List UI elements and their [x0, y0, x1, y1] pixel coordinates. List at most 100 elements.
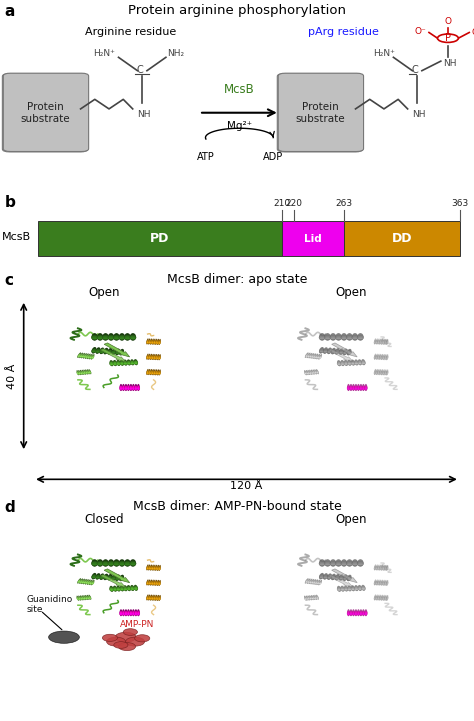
Ellipse shape [92, 563, 97, 565]
Ellipse shape [129, 611, 132, 616]
Ellipse shape [339, 350, 344, 354]
Ellipse shape [335, 348, 340, 355]
Ellipse shape [122, 388, 125, 389]
Ellipse shape [97, 335, 103, 340]
Ellipse shape [336, 337, 341, 340]
Ellipse shape [314, 595, 317, 600]
Ellipse shape [381, 342, 383, 344]
Ellipse shape [155, 342, 157, 344]
Ellipse shape [311, 598, 313, 599]
Ellipse shape [346, 559, 353, 567]
Ellipse shape [134, 359, 138, 366]
Ellipse shape [155, 565, 157, 571]
Ellipse shape [119, 611, 122, 616]
Text: a: a [5, 4, 15, 19]
Ellipse shape [153, 369, 155, 376]
Ellipse shape [305, 598, 306, 600]
Ellipse shape [159, 568, 160, 570]
Ellipse shape [150, 583, 152, 585]
Ellipse shape [362, 609, 365, 616]
Ellipse shape [347, 587, 352, 590]
Ellipse shape [155, 339, 157, 345]
Text: Mg²⁺: Mg²⁺ [227, 121, 252, 131]
Ellipse shape [379, 373, 381, 374]
Ellipse shape [150, 354, 152, 360]
Ellipse shape [374, 353, 376, 360]
Ellipse shape [157, 340, 159, 344]
Ellipse shape [374, 596, 376, 600]
Ellipse shape [91, 335, 98, 340]
Ellipse shape [89, 580, 92, 585]
Ellipse shape [337, 585, 341, 592]
Ellipse shape [82, 596, 84, 601]
Ellipse shape [82, 356, 84, 358]
Ellipse shape [125, 388, 127, 389]
Ellipse shape [365, 613, 367, 615]
Ellipse shape [374, 594, 376, 601]
FancyBboxPatch shape [278, 73, 364, 151]
Ellipse shape [383, 340, 385, 344]
Text: Protein
substrate: Protein substrate [20, 102, 70, 123]
Ellipse shape [158, 595, 161, 601]
Bar [344, 221, 460, 256]
Text: Arginine residue: Arginine residue [85, 27, 177, 37]
Ellipse shape [347, 353, 351, 354]
Ellipse shape [309, 580, 312, 583]
Ellipse shape [117, 585, 120, 591]
Ellipse shape [137, 388, 139, 389]
Ellipse shape [383, 373, 384, 374]
Ellipse shape [379, 354, 382, 360]
Ellipse shape [306, 597, 308, 600]
Ellipse shape [350, 388, 352, 389]
Ellipse shape [91, 347, 96, 353]
Ellipse shape [91, 573, 96, 580]
Ellipse shape [129, 386, 132, 390]
Ellipse shape [78, 370, 81, 375]
Ellipse shape [127, 361, 131, 365]
Ellipse shape [330, 337, 336, 340]
Ellipse shape [154, 598, 155, 600]
Ellipse shape [377, 371, 380, 374]
Ellipse shape [157, 565, 159, 571]
Ellipse shape [113, 589, 117, 590]
Ellipse shape [125, 337, 130, 340]
Ellipse shape [92, 337, 97, 340]
Circle shape [114, 642, 128, 648]
Ellipse shape [91, 355, 94, 359]
Ellipse shape [150, 580, 152, 585]
Ellipse shape [347, 384, 350, 391]
Ellipse shape [147, 598, 148, 599]
Ellipse shape [386, 373, 388, 374]
Ellipse shape [345, 589, 347, 590]
Ellipse shape [361, 360, 365, 365]
Ellipse shape [157, 339, 159, 345]
Ellipse shape [115, 576, 120, 580]
Ellipse shape [108, 576, 112, 580]
Ellipse shape [341, 333, 347, 341]
Ellipse shape [120, 361, 124, 365]
Ellipse shape [125, 611, 128, 616]
Ellipse shape [318, 354, 322, 360]
Ellipse shape [82, 371, 84, 374]
Ellipse shape [358, 363, 362, 364]
Ellipse shape [376, 355, 378, 359]
Ellipse shape [304, 371, 307, 375]
Ellipse shape [323, 575, 328, 579]
Ellipse shape [362, 386, 365, 390]
Ellipse shape [119, 386, 122, 390]
Ellipse shape [113, 360, 117, 366]
Ellipse shape [376, 596, 378, 600]
Ellipse shape [81, 598, 82, 599]
Ellipse shape [358, 337, 363, 340]
Ellipse shape [78, 354, 81, 358]
Ellipse shape [311, 582, 313, 583]
Ellipse shape [127, 611, 130, 616]
Ellipse shape [351, 361, 355, 365]
Text: b: b [5, 195, 16, 210]
Ellipse shape [352, 333, 358, 341]
Ellipse shape [357, 333, 364, 341]
Text: c: c [5, 273, 14, 288]
Ellipse shape [157, 595, 159, 601]
Ellipse shape [113, 333, 119, 341]
Ellipse shape [130, 585, 135, 591]
